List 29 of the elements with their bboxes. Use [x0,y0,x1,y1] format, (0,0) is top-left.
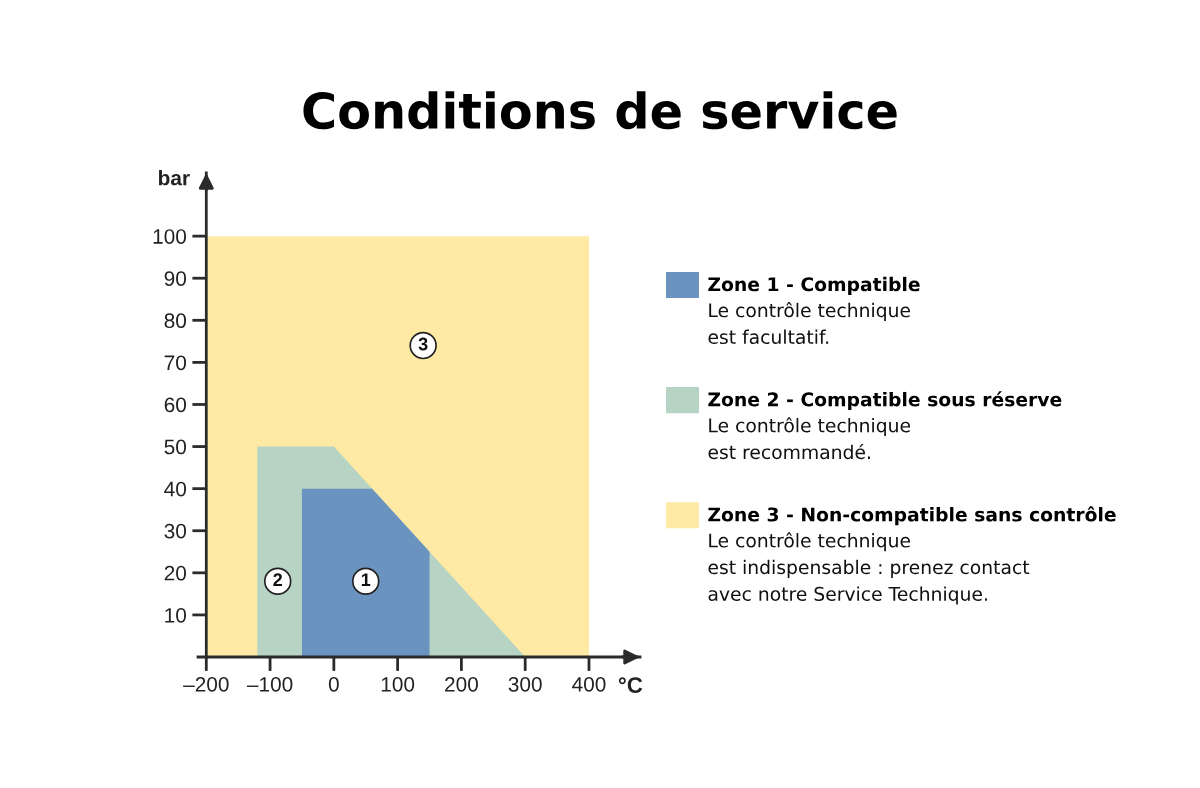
y-tick-label: 40 [164,481,187,497]
y-tick-label: 30 [164,523,187,539]
y-axis-title: bar [159,170,190,186]
x-axis-title: °C [618,677,643,693]
x-tick-label: 0 [328,676,339,692]
x-tick-label: 400 [572,676,606,692]
y-tick-label: 70 [164,355,187,371]
x-tick-label: 300 [508,676,542,692]
x-tick-label: 100 [381,676,415,692]
annotation: 3 [418,337,428,351]
legend-label: Zone 3 - Non-compatible sans contrôle [708,506,1116,526]
legend-label: Zone 1 - Compatible [708,276,920,295]
y-tick-label: 90 [164,271,187,286]
y-tick-label: 80 [164,313,187,329]
y-tick-label: 10 [165,607,187,623]
text: Le contrôle technique est recommandé. [708,417,911,460]
y-tick-label: 50 [164,439,187,455]
y-tick-label: 100 [153,229,187,244]
annotation: 2 [273,573,283,586]
legend-label: Zone 2 - Compatible sous réserve [708,391,1062,411]
chart-title: Conditions de service [303,91,897,130]
text: Le contrôle technique est facultatif. [708,302,911,345]
x-tick-label: –100 [246,676,293,692]
text: Le contrôle technique est indispensable : prenez contact avec notre Service Technique. [708,532,1030,605]
x-tick-label: 200 [445,676,478,692]
annotation: 1 [361,573,371,586]
y-tick-label: 20 [164,565,187,581]
x-tick-label: –200 [183,676,229,692]
y-tick-label: 60 [164,397,187,413]
